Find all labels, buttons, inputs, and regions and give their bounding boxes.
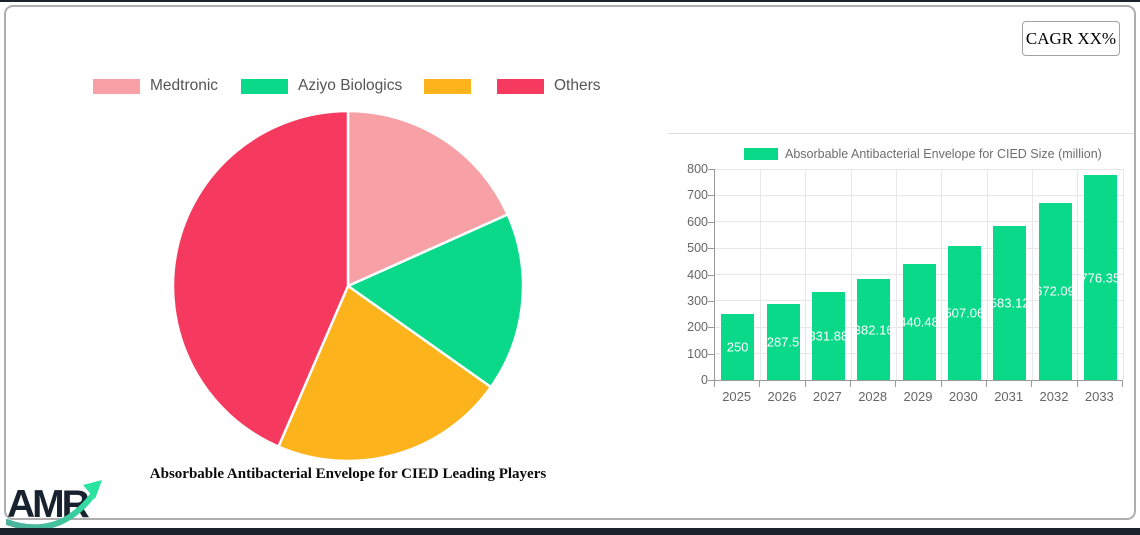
bar-value-label: 382.16 xyxy=(853,322,894,338)
y-axis-tick-label: 800 xyxy=(687,162,708,176)
amr-logo: AMR xyxy=(6,480,102,528)
cagr-badge[interactable]: CAGR XX% xyxy=(1022,21,1120,56)
bar-value-label: 507.06 xyxy=(944,305,985,321)
y-axis-tick xyxy=(708,353,714,355)
y-axis-tick-label: 200 xyxy=(687,320,708,335)
x-axis-tick xyxy=(1122,381,1123,387)
y-axis-tick xyxy=(708,248,714,250)
y-axis-tick-label: 0 xyxy=(701,373,708,387)
y-axis-tick xyxy=(708,380,714,381)
x-axis-tick-label: 2031 xyxy=(994,389,1024,404)
x-axis-tick-label: 2025 xyxy=(722,389,752,404)
y-gridline xyxy=(715,221,1123,223)
legend-item-segment-3[interactable] xyxy=(424,78,481,94)
card-frame xyxy=(4,5,1136,520)
bottom-edge-line xyxy=(0,528,1140,535)
x-gridline xyxy=(1122,169,1124,380)
bar-2029[interactable]: 440.48 xyxy=(899,263,939,380)
x-axis-tick-label: 2029 xyxy=(903,389,933,404)
x-axis-tick-label: 2027 xyxy=(812,389,842,404)
bar-value-label: 331.88 xyxy=(808,328,849,344)
bar-value-label: 250 xyxy=(726,339,749,355)
bar-legend-swatch xyxy=(744,148,778,160)
y-gridline xyxy=(715,194,1123,196)
legend-item-aziyo-biologics[interactable]: Aziyo Biologics xyxy=(241,77,403,94)
pie-chart-title: Absorbable Antibacterial Envelope for CI… xyxy=(149,466,547,482)
x-axis-tick-label: 2028 xyxy=(858,389,888,404)
legend-item-medtronic[interactable]: Medtronic xyxy=(93,77,219,94)
bar-value-label: 287.5 xyxy=(766,334,800,350)
pie-slice-segment-3[interactable] xyxy=(277,284,493,462)
legend-label: Others xyxy=(554,77,601,94)
x-axis-tick xyxy=(850,381,851,387)
y-gridline xyxy=(715,247,1123,249)
x-gridline xyxy=(850,169,852,380)
bar-value-label: 776.35 xyxy=(1080,270,1121,286)
amr-logo-arrowhead xyxy=(83,480,102,499)
pie-chart[interactable] xyxy=(172,110,524,462)
legend-swatch xyxy=(241,78,288,94)
amr-logo-arrow-swoosh xyxy=(6,493,95,528)
bar-2031[interactable]: 583.12 xyxy=(990,226,1030,380)
y-gridline xyxy=(715,168,1123,170)
pie-slice-medtronic[interactable] xyxy=(346,110,509,288)
legend-item-others[interactable]: Others xyxy=(497,77,601,94)
x-axis-tick-label: 2032 xyxy=(1039,389,1069,404)
x-axis-tick xyxy=(804,381,806,387)
x-axis-tick xyxy=(986,381,987,387)
y-axis-tick-label: 600 xyxy=(687,214,708,229)
bar-legend-item[interactable]: Absorbable Antibacterial Envelope for CI… xyxy=(744,147,1102,161)
bar-2033[interactable]: 776.35 xyxy=(1080,175,1120,380)
legend-swatch xyxy=(424,78,471,94)
y-axis-tick-label: 700 xyxy=(687,188,708,203)
x-gridline xyxy=(941,169,943,380)
x-axis-tick-label: 2026 xyxy=(767,389,797,404)
y-axis-tick xyxy=(708,300,714,302)
y-axis-tick-label: 100 xyxy=(687,346,708,361)
legend-swatch xyxy=(93,78,140,94)
top-edge-line xyxy=(0,0,1140,2)
bar-2030[interactable]: 507.06 xyxy=(944,246,984,380)
y-axis-tick-label: 300 xyxy=(687,293,708,308)
x-gridline xyxy=(1077,169,1079,380)
x-axis-tick xyxy=(940,381,942,387)
y-axis-tick xyxy=(708,327,714,329)
x-axis-tick-label: 2030 xyxy=(948,389,978,404)
x-gridline xyxy=(759,169,761,380)
y-axis-tick xyxy=(708,221,714,223)
x-axis-tick xyxy=(714,381,715,387)
pie-slice-aziyo-biologics[interactable] xyxy=(346,213,524,389)
y-axis-tick xyxy=(708,195,714,197)
x-axis-tick xyxy=(1076,381,1078,387)
x-axis-tick xyxy=(895,381,897,387)
legend-label: Aziyo Biologics xyxy=(298,77,403,94)
bar-2026[interactable]: 287.5 xyxy=(766,304,800,380)
x-gridline xyxy=(805,169,807,380)
legend-label: Medtronic xyxy=(150,77,219,94)
bar-chart-frame-line xyxy=(668,133,1134,134)
x-gridline xyxy=(986,169,988,380)
bar-2027[interactable]: 331.88 xyxy=(808,292,848,380)
y-axis-tick-label: 400 xyxy=(687,267,708,282)
bar-2025[interactable]: 250 xyxy=(721,314,755,380)
bar-value-label: 583.12 xyxy=(989,295,1030,311)
pie-slice-others[interactable] xyxy=(172,110,350,448)
x-axis-tick xyxy=(759,381,761,387)
bar-chart-plot[interactable]: 250 287.5 331.88 382.16 440.48 507.06 583.12 67… xyxy=(714,168,1124,381)
y-axis-tick xyxy=(708,274,714,276)
bar-2032[interactable]: 672.09 xyxy=(1035,202,1075,380)
amr-logo-text: AMR xyxy=(7,483,90,526)
bar-legend-label: Absorbable Antibacterial Envelope for CI… xyxy=(785,147,1102,161)
bar-2028[interactable]: 382.16 xyxy=(854,279,894,380)
y-axis-tick-label: 500 xyxy=(687,241,708,256)
y-axis-tick xyxy=(708,169,714,170)
x-axis-tick-label: 2033 xyxy=(1084,389,1114,404)
bar-value-label: 440.48 xyxy=(899,314,939,330)
legend-swatch xyxy=(497,78,544,94)
x-gridline xyxy=(895,169,897,380)
x-gridline xyxy=(1031,169,1033,380)
bar-value-label: 672.09 xyxy=(1035,283,1075,299)
x-axis-tick xyxy=(1031,381,1033,387)
